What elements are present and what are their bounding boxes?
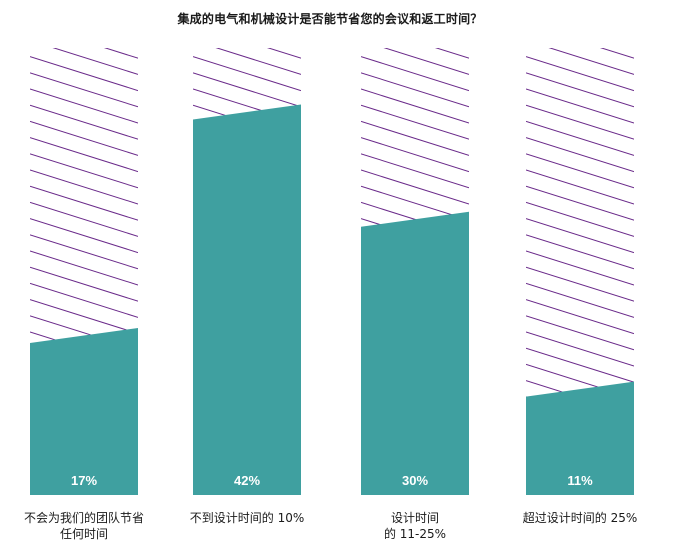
category-label: 设计时间的 11-25% [383, 511, 447, 541]
category-label: 不会为我们的团队节省 任何时间 [23, 511, 144, 541]
bar [193, 104, 301, 496]
bars [30, 104, 634, 496]
bar [526, 381, 634, 495]
category-label: 不到设计时间的 10% [189, 511, 305, 525]
bar-value-label: 42% [234, 473, 260, 488]
bar-value-label: 30% [402, 473, 428, 488]
bar-value-label: 17% [71, 473, 97, 488]
bar-value-labels: 17% 42% 30% 11% [71, 473, 593, 488]
bar-value-label: 11% [567, 473, 593, 488]
chart-title: 集成的电气和机械设计是否能节省您的会议和返工时间？ [177, 12, 483, 26]
bar [361, 211, 469, 496]
category-label: 超过设计时间的 25% [522, 511, 638, 525]
bar [30, 328, 138, 495]
